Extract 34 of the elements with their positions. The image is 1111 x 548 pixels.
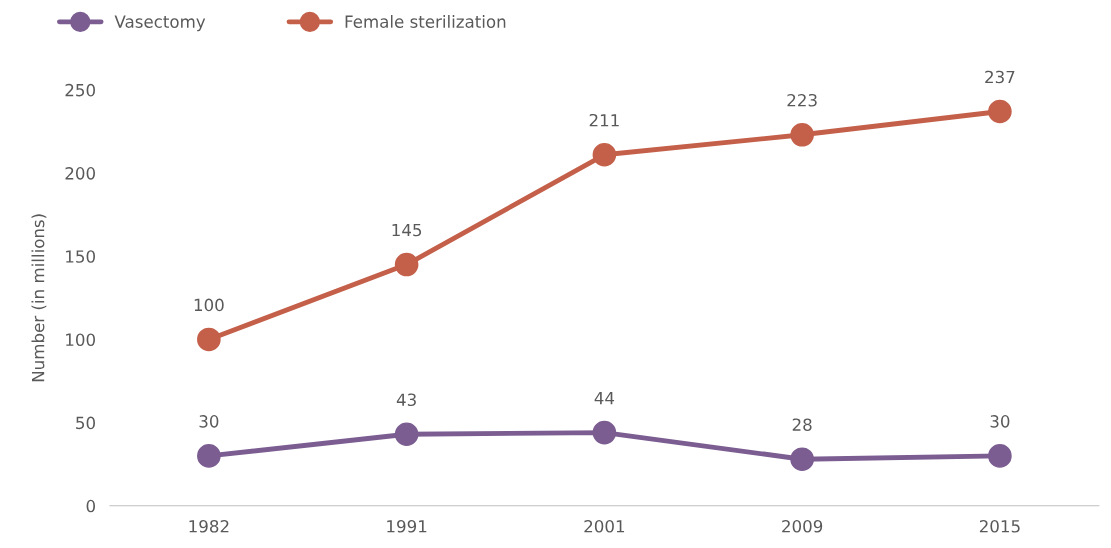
data-label: 145 [392, 223, 422, 237]
x-tick-label: 2009 [782, 519, 823, 533]
y-tick-label: 250 [65, 83, 95, 97]
y-tick-label: 0 [86, 499, 95, 513]
legend-label: Female sterilization [345, 15, 506, 28]
point [592, 420, 617, 445]
data-label: 211 [589, 113, 619, 127]
data-label: 28 [792, 418, 812, 431]
y-axis-title: Number (in millions) [31, 214, 47, 382]
y-tick-label: 50 [76, 416, 95, 430]
point [197, 444, 221, 468]
x-tick-label: 2001 [584, 519, 625, 533]
y-tick-label: 200 [65, 167, 95, 180]
y-tick-label: 150 [66, 250, 95, 263]
data-label: 100 [194, 298, 224, 312]
data-label: 237 [985, 70, 1015, 84]
data-label: 223 [787, 93, 817, 107]
point [790, 122, 814, 147]
point [592, 142, 617, 167]
x-tick-label: 1991 [387, 519, 427, 533]
data-label: 43 [396, 393, 416, 407]
y-tick-label: 100 [66, 333, 95, 346]
point [394, 252, 419, 277]
x-tick-label: 1982 [189, 519, 229, 533]
point [988, 99, 1012, 124]
data-label: 30 [199, 415, 219, 428]
point [988, 444, 1012, 468]
data-label: 44 [594, 391, 615, 405]
point [394, 422, 419, 447]
point [790, 447, 814, 472]
data-label: 30 [990, 415, 1010, 428]
legend-label: Vasectomy [114, 15, 206, 32]
point [197, 327, 221, 352]
x-tick-label: 2015 [979, 519, 1020, 533]
